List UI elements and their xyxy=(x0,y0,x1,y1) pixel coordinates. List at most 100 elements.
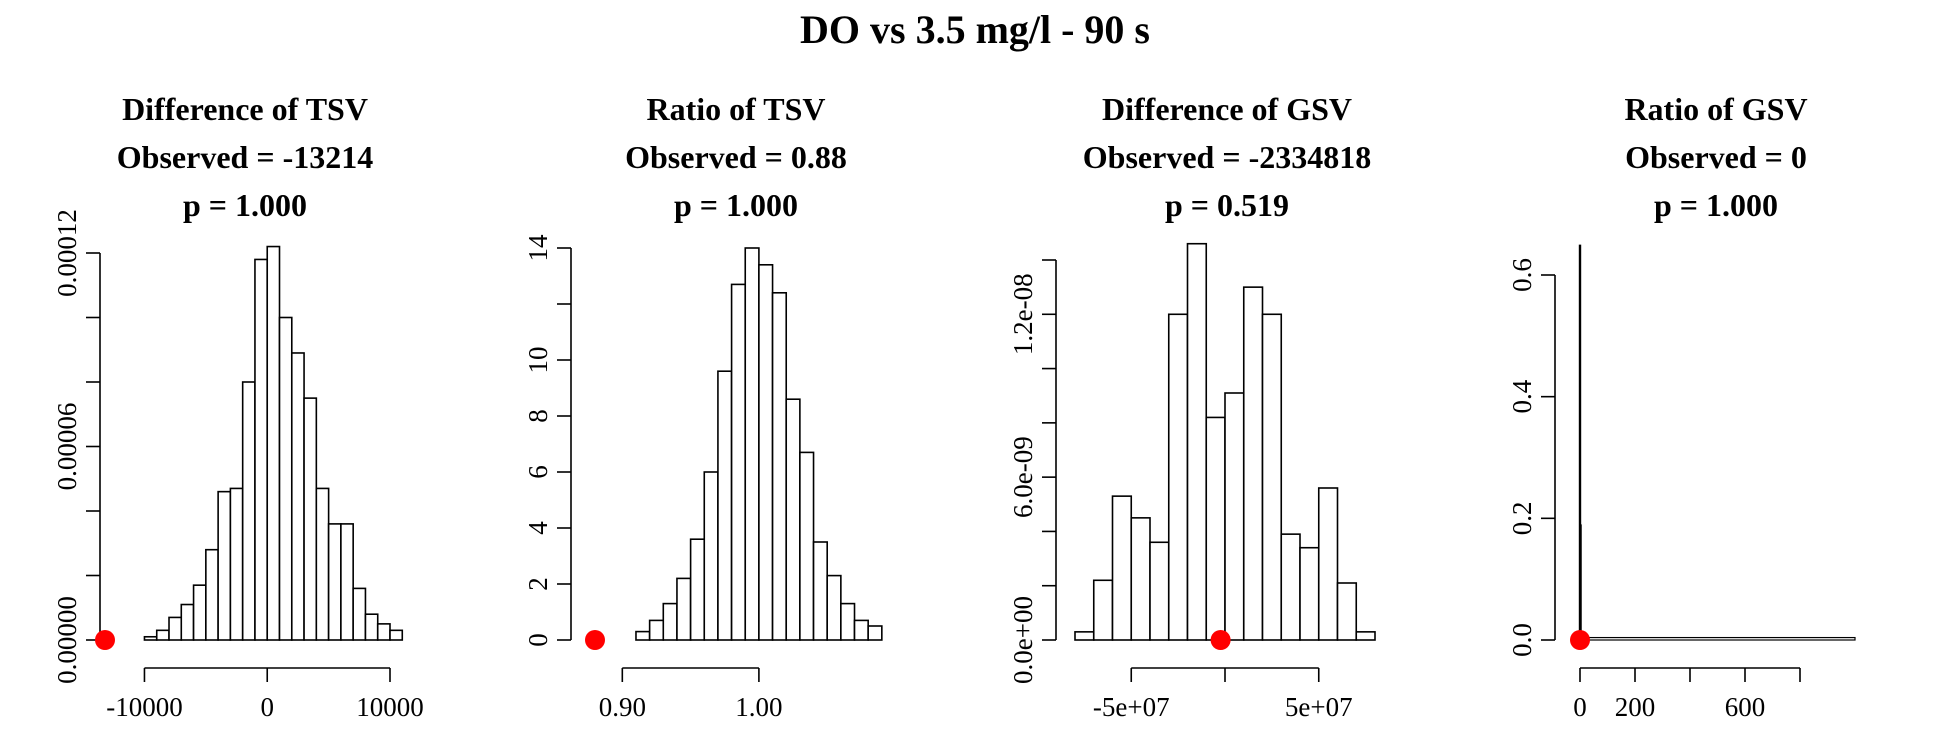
y-tick-label: 0.00012 xyxy=(52,209,82,297)
histogram-bar xyxy=(1074,631,1095,641)
histogram-bar xyxy=(662,602,678,641)
histogram-bar xyxy=(327,523,342,641)
x-tick-label: 10000 xyxy=(356,692,424,722)
histogram-bar xyxy=(266,245,281,641)
y-tick-label: 14 xyxy=(523,234,553,262)
y-tick-label: 2 xyxy=(523,577,553,591)
histogram-bar xyxy=(1186,242,1208,641)
histogram-bar xyxy=(315,487,330,641)
panel-title-line-3: p = 1.000 xyxy=(674,187,798,223)
histogram-bar xyxy=(771,291,788,641)
histogram-bar xyxy=(1167,313,1189,641)
y-tick-label: 0.00000 xyxy=(52,596,82,684)
histogram-bar xyxy=(241,381,256,641)
histogram-bar xyxy=(168,616,183,641)
histogram-bar xyxy=(676,577,692,641)
histogram-bar xyxy=(155,629,170,641)
histogram-bar xyxy=(254,258,269,641)
panel-title-line-1: Difference of GSV xyxy=(1102,91,1352,127)
histogram-bar xyxy=(143,635,158,641)
histogram-bar xyxy=(1280,533,1301,641)
y-tick-label: 6 xyxy=(523,465,553,479)
panel-title-line-2: Observed = -13214 xyxy=(117,139,373,175)
x-tick-label: -5e+07 xyxy=(1093,692,1170,722)
histogram-bar xyxy=(217,490,232,641)
panel-gsv-ratio: Ratio of GSV Observed = 0 p = 1.000 0 200… xyxy=(1507,91,1856,722)
histogram-bar xyxy=(1111,495,1133,641)
histogram-bar xyxy=(340,523,354,641)
histogram-bar xyxy=(352,587,367,641)
histogram-bar xyxy=(1205,416,1226,641)
histogram-bar xyxy=(180,603,195,641)
histogram-bar xyxy=(717,370,733,641)
histogram-bar xyxy=(635,630,651,641)
histogram-plot: -5e+07 5e+07 0.0e+00 6.0e-09 1.2e-08 xyxy=(1008,242,1376,722)
y-tick-label: 0 xyxy=(523,633,553,647)
histogram-bar xyxy=(812,541,828,641)
histogram-bar xyxy=(290,352,305,641)
histogram-bar xyxy=(744,247,760,641)
histogram-bar xyxy=(1355,631,1376,641)
histogram-bar xyxy=(758,263,774,641)
panel-title-line-3: p = 1.000 xyxy=(1654,187,1778,223)
y-tick-label: 0.0 xyxy=(1507,623,1537,657)
y-tick-label: 1.2e-08 xyxy=(1008,273,1038,355)
y-tick-label: 4 xyxy=(523,521,553,535)
panel-title-line-1: Ratio of GSV xyxy=(1624,91,1807,127)
histogram-bar xyxy=(1317,487,1339,641)
histogram-bar xyxy=(785,398,801,641)
panel-gsv-difference: Difference of GSV Observed = -2334818 p … xyxy=(1008,91,1376,722)
histogram-bar xyxy=(192,584,207,641)
histogram-bar xyxy=(840,602,856,641)
y-tick-label: 0.6 xyxy=(1507,258,1537,292)
x-tick-label: 0.90 xyxy=(599,692,646,722)
histogram-bar xyxy=(278,316,293,641)
x-tick-label: 200 xyxy=(1615,692,1656,722)
histogram-plot: -10000 0 10000 0.00000 0.00006 0.00012 xyxy=(52,209,424,722)
histogram-bar xyxy=(703,471,719,641)
histogram-bar xyxy=(1149,541,1170,641)
panel-title-line-3: p = 1.000 xyxy=(183,187,307,223)
observed-point xyxy=(1210,630,1231,650)
histogram-bar xyxy=(205,548,219,641)
x-tick-label: -10000 xyxy=(106,692,183,722)
panel-title-line-3: p = 0.519 xyxy=(1165,187,1289,223)
histogram-bar xyxy=(826,574,842,641)
observed-point xyxy=(585,630,605,650)
histogram-bar xyxy=(730,283,747,641)
histogram-bar xyxy=(1224,392,1245,641)
histogram-bar xyxy=(229,487,244,641)
y-tick-label: 0.4 xyxy=(1507,379,1537,413)
x-tick-label: 5e+07 xyxy=(1285,692,1353,722)
x-tick-label: 0 xyxy=(1573,692,1587,722)
histogram-bar xyxy=(853,619,869,641)
histogram-bar xyxy=(1579,636,1856,641)
y-tick-label: 0.0e+00 xyxy=(1008,596,1038,684)
x-tick-label: 0 xyxy=(260,692,274,722)
panel-title-line-2: Observed = 0.88 xyxy=(625,139,847,175)
histogram-bar xyxy=(303,397,318,641)
y-tick-label: 6.0e-09 xyxy=(1008,436,1038,518)
histogram-bar xyxy=(1092,579,1114,641)
histogram-bar xyxy=(1130,517,1151,641)
x-tick-label: 1.00 xyxy=(735,692,782,722)
histogram-bar xyxy=(799,451,815,641)
histogram-bar xyxy=(1261,313,1283,641)
panel-title-line-2: Observed = 0 xyxy=(1625,139,1807,175)
histogram-bar xyxy=(648,619,665,641)
histogram-bar xyxy=(376,623,391,641)
y-tick-label: 0.2 xyxy=(1507,501,1537,535)
y-tick-label: 0.00006 xyxy=(52,403,82,491)
histogram-bar xyxy=(389,629,404,641)
histogram-bar xyxy=(1242,286,1264,641)
histogram-bar xyxy=(689,538,706,641)
histogram-bar xyxy=(1299,546,1320,641)
figure-title: DO vs 3.5 mg/l - 90 s xyxy=(800,7,1150,52)
y-tick-label: 8 xyxy=(523,409,553,423)
x-tick-label: 600 xyxy=(1725,692,1766,722)
observed-point xyxy=(95,630,115,650)
y-tick-label: 10 xyxy=(523,347,553,374)
histogram-plot: 0.90 1.00 0 2 4 6 8 10 14 xyxy=(523,234,883,722)
histogram-plot: 0 200 600 0.0 0.2 0.4 0.6 xyxy=(1507,244,1856,722)
